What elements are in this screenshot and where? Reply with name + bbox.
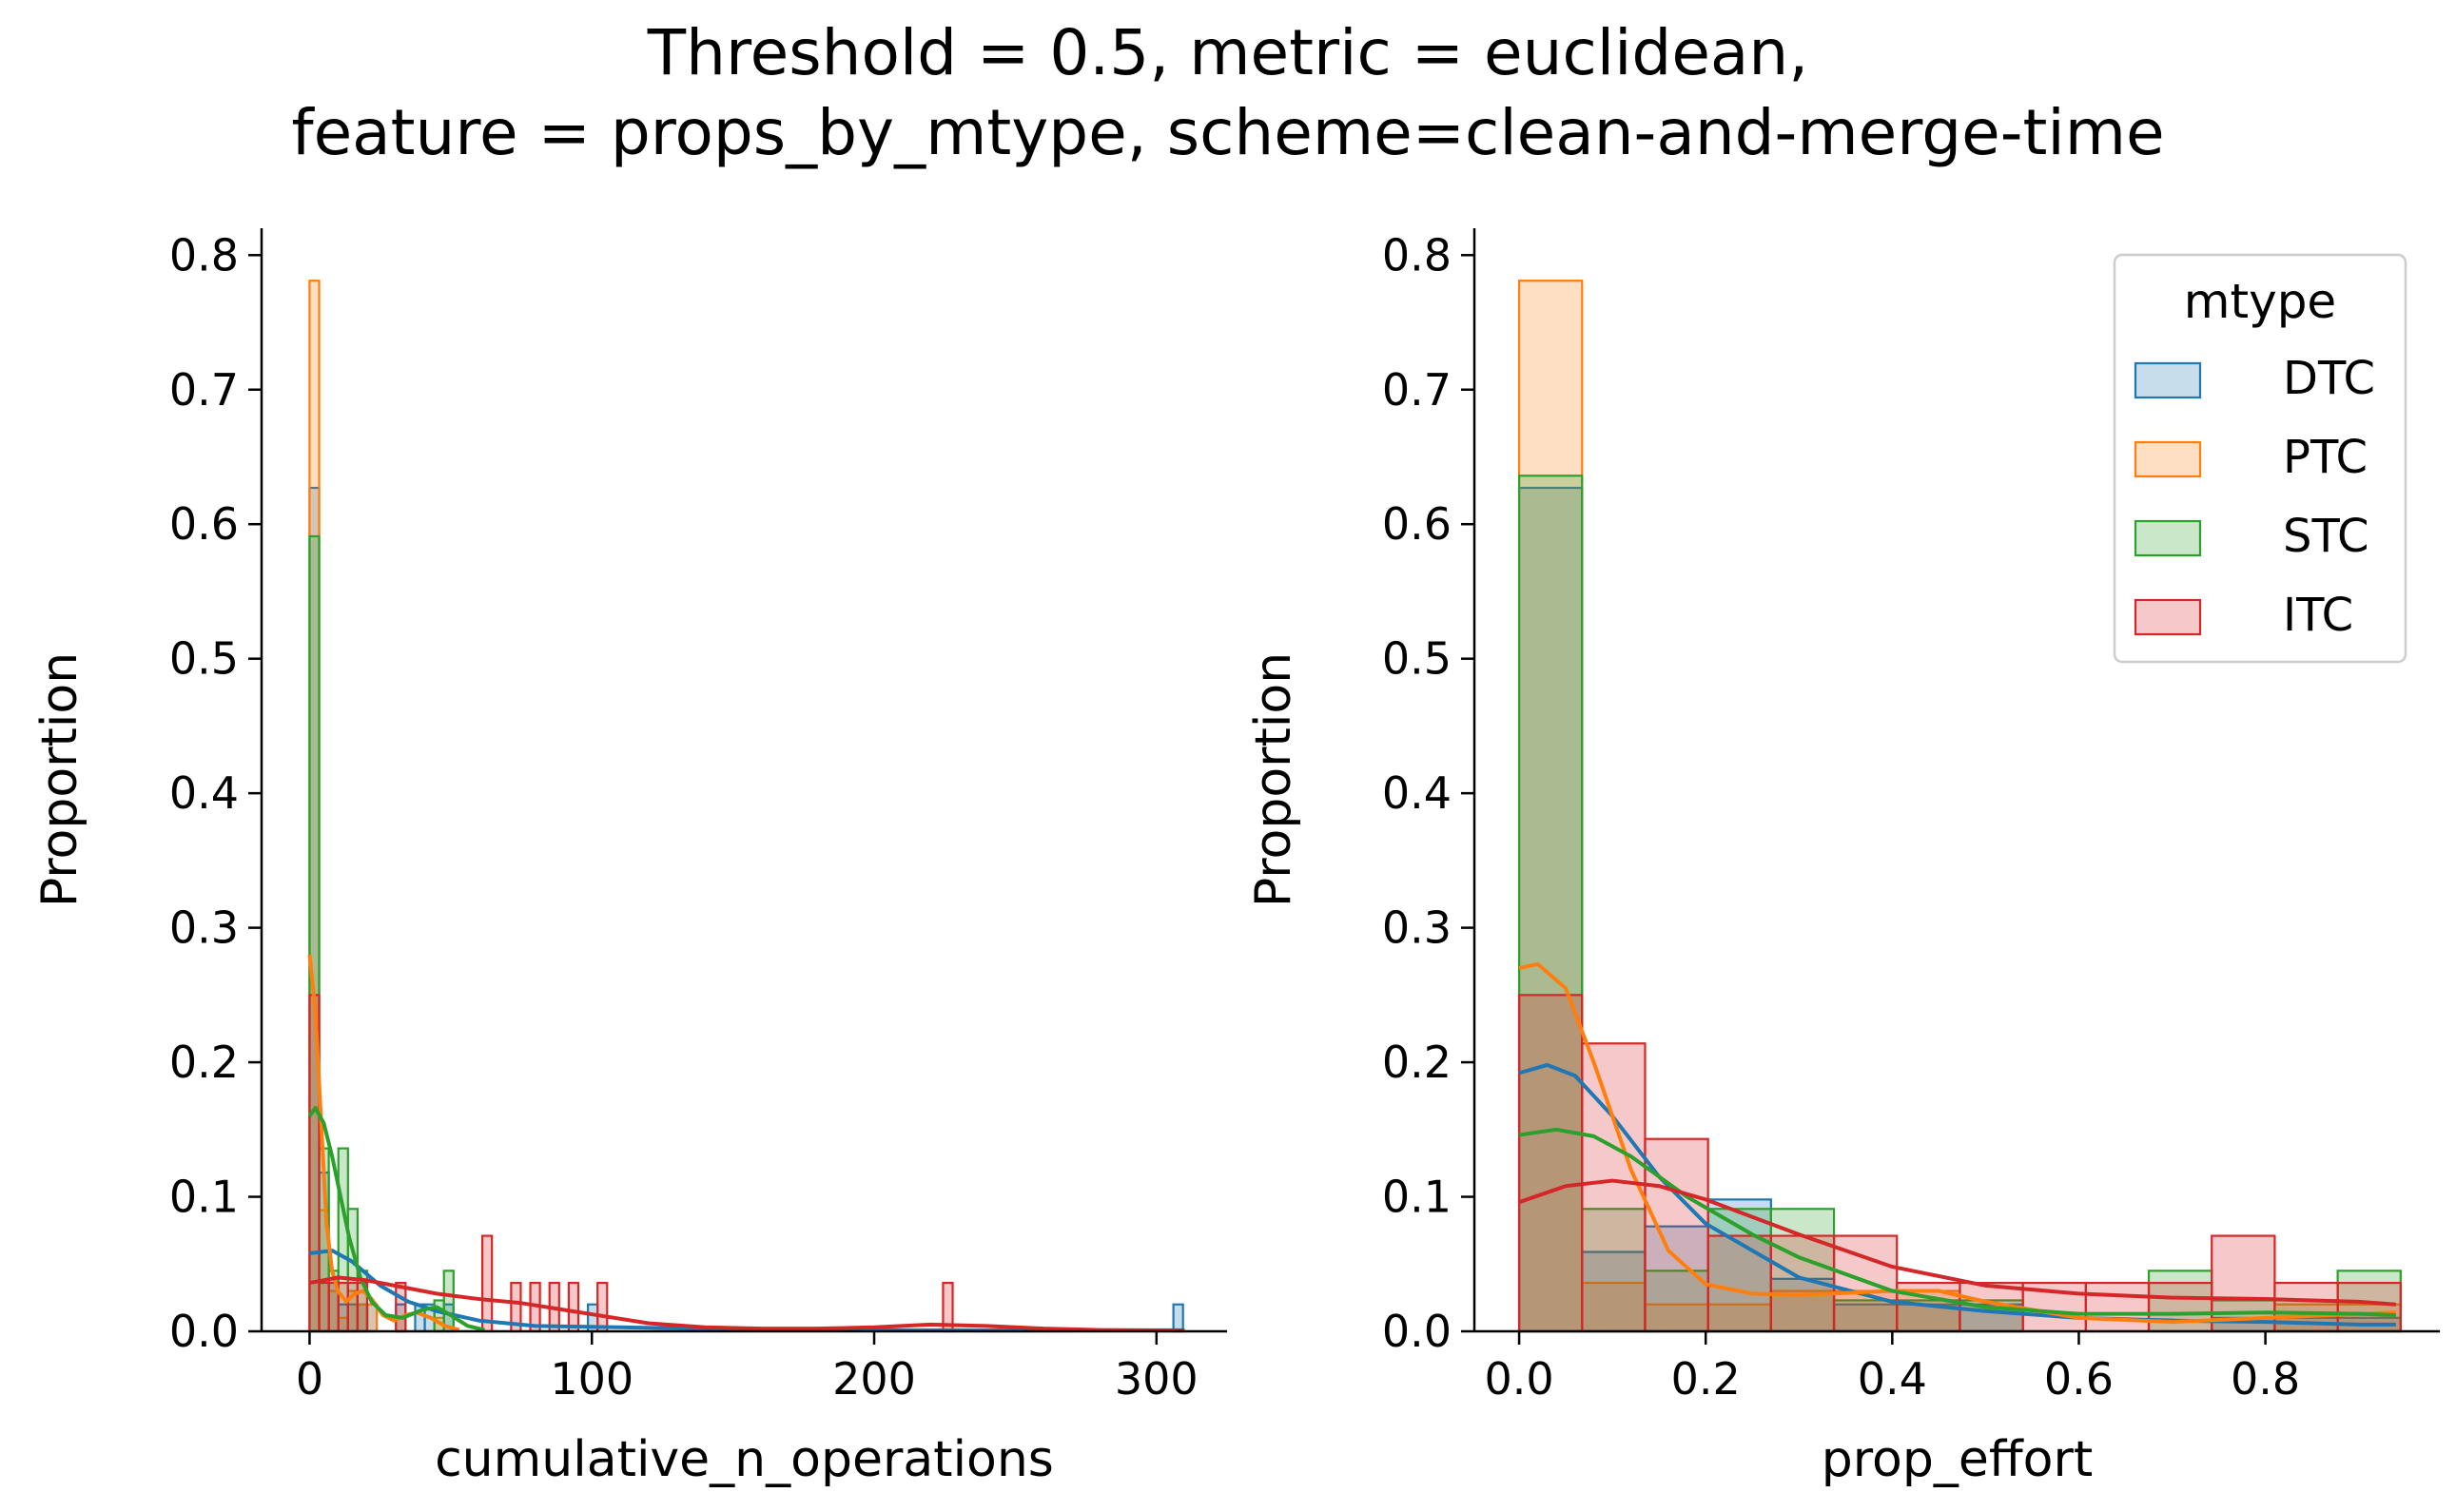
legend-swatch-dtc [2134,361,2202,399]
right-ylabel: Proportion [1245,652,1302,907]
left-bar-itc-7 [480,1234,494,1333]
right-bar-itc-11 [2211,1234,2276,1333]
left-xtick-label-0: 0 [296,1353,323,1405]
figure-title-line2: feature = props_by_mtype, scheme=clean-a… [291,96,2164,169]
right-bar-itc-9 [2084,1281,2151,1333]
legend-swatch-stc [2134,519,2202,557]
left-ytick-label-8: 0.8 [169,229,239,281]
right-bar-ptc-2 [1644,1303,1709,1333]
left-bar-ptc-6 [365,1303,379,1333]
histogram-panel-left: 0.0 0.1 0.2 0.3 0.4 0.5 0.6 0.7 0.8 0 100 200 300 cum… [31,228,1227,1488]
legend-label-stc: STC [2283,510,2369,563]
left-bar-itc-11 [567,1281,580,1333]
left-bar-stc-7 [442,1270,455,1333]
right-ytick-label-5: 0.5 [1382,633,1452,685]
right-ytick-label-7: 0.7 [1382,364,1452,416]
right-ytick-label-8: 0.8 [1382,229,1452,281]
right-xtick-label-3: 0.6 [2044,1353,2114,1405]
left-ytick-label-5: 0.5 [169,633,239,685]
left-bar-stc-6 [433,1299,445,1333]
left-ytick-label-3: 0.3 [169,902,239,954]
left-bar-itc-4 [346,1281,360,1333]
right-series-itc [1517,994,2402,1333]
left-xlabel: cumulative_n_operations [435,1431,1054,1488]
right-kde-itc [1518,1178,2397,1307]
right-ytick-label-4: 0.4 [1382,767,1452,819]
legend-frame [2113,253,2407,664]
right-xtick-label-4: 0.8 [2231,1353,2300,1405]
left-ytick-label-7: 0.7 [169,364,239,416]
legend-label-itc: ITC [2283,589,2353,642]
right-ytick-label-2: 0.2 [1382,1037,1452,1088]
left-ytick-label-4: 0.4 [169,767,239,819]
left-series-dtc [308,486,1184,1333]
right-kde-dtc [1518,1062,2396,1327]
legend: mtype DTC PTC STC ITC [2113,253,2407,664]
left-ytick-label-1: 0.1 [169,1172,239,1223]
histogram-panel-right: 0.0 0.1 0.2 0.3 0.4 0.5 0.6 0.7 0.8 0.0 0.2 0.4 0.6 0… [1245,228,2440,1488]
figure-title-line1: Threshold = 0.5, metric = euclidean, [647,16,1808,89]
right-xtick-label-0: 0.0 [1484,1353,1553,1405]
right-xtick-label-1: 0.2 [1671,1353,1741,1405]
legend-swatch-ptc [2134,440,2202,478]
right-kde-stc [1518,1127,2396,1318]
left-xtick-label-2: 200 [832,1353,916,1405]
right-ytick-label-1: 0.1 [1382,1172,1452,1223]
left-kde-stc [307,1106,485,1332]
left-ytick-label-0: 0.0 [169,1306,239,1357]
right-bar-itc-0 [1517,994,1584,1333]
left-ytick-label-2: 0.2 [169,1037,239,1088]
left-bar-itc-12 [596,1281,609,1333]
left-bar-itc-6 [395,1281,407,1333]
left-series-itc [308,994,954,1333]
right-bar-itc-3 [1706,1234,1772,1333]
left-xtick-label-1: 100 [550,1353,633,1405]
left-kde-itc [309,1275,1185,1333]
left-ytick-label-6: 0.6 [169,498,239,550]
right-kde-ptc [1518,961,2396,1325]
right-xlabel: prop_effort [1822,1431,2093,1488]
left-bar-itc-1 [318,1281,330,1333]
left-bar-itc-3 [337,1281,349,1333]
legend-swatch-itc [2134,598,2202,636]
legend-title: mtype [2184,274,2336,329]
right-ytick-label-6: 0.6 [1382,498,1452,550]
right-ytick-label-3: 0.3 [1382,902,1452,954]
left-series-stc [308,534,455,1333]
left-kde-ptc [307,954,460,1332]
left-xtick-label-3: 300 [1115,1353,1199,1405]
right-bar-dtc-1 [1581,1250,1647,1333]
right-bar-itc-1 [1581,1042,1647,1333]
left-bar-dtc-12 [1172,1303,1184,1333]
right-ytick-label-0: 0.0 [1382,1306,1452,1357]
legend-label-ptc: PTC [2283,431,2368,484]
legend-label-dtc: DTC [2283,352,2375,405]
left-ylabel: Proportion [31,652,88,907]
right-bar-itc-10 [2147,1281,2213,1333]
right-xtick-label-2: 0.4 [1858,1353,1927,1405]
